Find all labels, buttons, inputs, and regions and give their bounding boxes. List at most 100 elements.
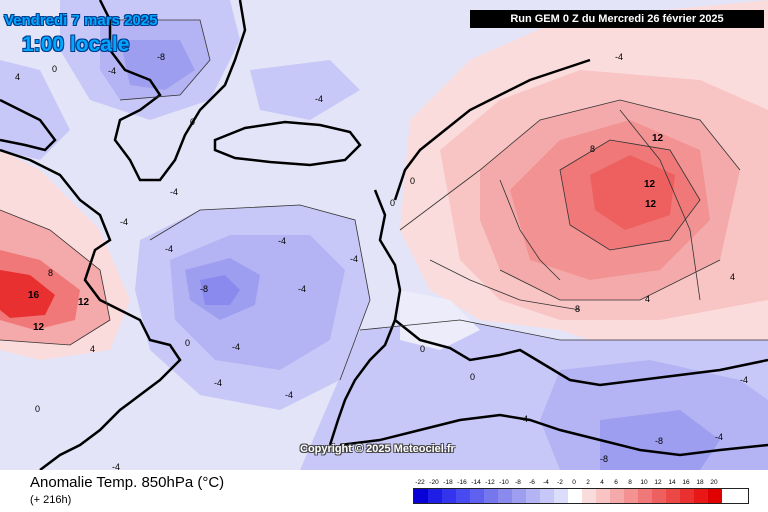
legend-swatch (498, 489, 512, 503)
legend-swatch (624, 489, 638, 503)
legend-label: 6 (614, 479, 618, 486)
contour-label: -4 (715, 432, 723, 442)
legend-label: -12 (485, 479, 495, 486)
contour-label: 0 (35, 404, 40, 414)
color-legend: -22 -20 -18 -16 -14 -12 -10 -8 -6 -4 -2 0 2 4 6 8 10 12 14… (413, 478, 749, 504)
contour-label: 12 (33, 322, 45, 333)
contour-label: -8 (200, 284, 208, 294)
coastlines (0, 0, 768, 470)
legend-swatch (708, 489, 722, 503)
contour-label: 0 (470, 372, 475, 382)
legend-label: -20 (429, 479, 439, 486)
legend-swatch (610, 489, 624, 503)
legend-swatch (442, 489, 456, 503)
warm-anomaly-atlantic (0, 150, 130, 360)
legend-bar (413, 488, 749, 504)
anomaly-map: -4 -8 0 4 -4 0 -4 -4 -4 -4 -8 -4 -4 -4 -… (0, 0, 768, 470)
contour-label: -4 (520, 414, 528, 424)
contour-label: -4 (170, 187, 178, 197)
contour-label: 4 (90, 344, 95, 354)
legend-label: 12 (654, 479, 662, 486)
contour-label: -4 (232, 342, 240, 352)
contour-label: -4 (615, 52, 623, 62)
contour-label: -4 (120, 217, 128, 227)
legend-swatch (512, 489, 526, 503)
contour-label: 12 (644, 179, 656, 190)
cold-anomaly-atlantic (135, 205, 370, 410)
legend-swatch (484, 489, 498, 503)
legend-swatch (470, 489, 484, 503)
neutral-area-iberia (400, 290, 480, 350)
legend-label: -10 (499, 479, 509, 486)
warm-anomaly-europe (400, 0, 768, 360)
lead-time: (+ 216h) (30, 494, 72, 506)
contour-label: 4 (15, 72, 20, 82)
legend-label: 16 (682, 479, 690, 486)
contour-label: 0 (52, 64, 57, 74)
copyright: Copyright © 2025 Meteociel.fr (300, 443, 455, 455)
contour-label: -4 (112, 462, 120, 470)
contour-label: 0 (185, 338, 190, 348)
contour-label: 12 (652, 133, 664, 144)
contour-labels: -4 -8 0 4 -4 0 -4 -4 -4 -4 -8 -4 -4 -4 -… (15, 52, 748, 470)
contour-label: -4 (740, 375, 748, 385)
legend-swatch (582, 489, 596, 503)
legend-label: 4 (600, 479, 604, 486)
legend-label: -8 (515, 479, 521, 486)
legend-swatch (526, 489, 540, 503)
contour-label: 8 (48, 268, 53, 278)
run-info-banner: Run GEM 0 Z du Mercredi 26 février 2025 (470, 10, 764, 28)
contour-label: 0 (420, 344, 425, 354)
legend-labels: -22 -20 -18 -16 -14 -12 -10 -8 -6 -4 -2 0 2 4 6 8 10 12 14… (413, 478, 749, 488)
contour-label: -4 (108, 66, 116, 76)
legend-swatch (680, 489, 694, 503)
cold-anomaly-greenland (0, 0, 360, 160)
contour-label: -4 (165, 244, 173, 254)
legend-swatch (638, 489, 652, 503)
legend-swatch (652, 489, 666, 503)
legend-label: -2 (557, 479, 563, 486)
legend-swatch (414, 489, 428, 503)
contour-label: -4 (315, 94, 323, 104)
legend-swatch (428, 489, 442, 503)
contour-label: -8 (157, 52, 165, 62)
contour-label: 12 (78, 297, 90, 308)
legend-swatch (456, 489, 470, 503)
legend-swatch (596, 489, 610, 503)
legend-label: -4 (543, 479, 549, 486)
legend-label: 2 (586, 479, 590, 486)
parameter-title: Anomalie Temp. 850hPa (°C) (30, 474, 225, 491)
legend-label: -14 (471, 479, 481, 486)
legend-label: -6 (529, 479, 535, 486)
valid-time: 1:00 locale (22, 33, 130, 56)
legend-label: -18 (443, 479, 453, 486)
contour-label: -4 (285, 390, 293, 400)
contour-label: 0 (410, 176, 415, 186)
contour-label: 8 (590, 144, 595, 154)
legend-swatch (568, 489, 582, 503)
legend-label: 14 (668, 479, 676, 486)
contour-label: -8 (655, 436, 663, 446)
contour-label: -4 (278, 236, 286, 246)
contour-label: -4 (214, 378, 222, 388)
contour-lines (0, 19, 768, 381)
legend-swatch (554, 489, 568, 503)
contour-label: 4 (730, 272, 735, 282)
legend-swatch (666, 489, 680, 503)
contour-label: -8 (600, 454, 608, 464)
legend-label: -16 (457, 479, 467, 486)
legend-label: 0 (572, 479, 576, 486)
legend-label: 20 (710, 479, 718, 486)
contour-label: 8 (575, 304, 580, 314)
valid-date: Vendredi 7 mars 2025 (4, 12, 158, 29)
legend-label: -22 (415, 479, 425, 486)
contour-label: -4 (350, 254, 358, 264)
contour-label: -4 (298, 284, 306, 294)
contour-label: 4 (645, 294, 650, 304)
contour-label: 0 (390, 198, 395, 208)
legend-label: 8 (628, 479, 632, 486)
contour-label: 0 (190, 117, 195, 127)
contour-label: 16 (28, 290, 40, 301)
legend-swatch (694, 489, 708, 503)
legend-label: 18 (696, 479, 704, 486)
